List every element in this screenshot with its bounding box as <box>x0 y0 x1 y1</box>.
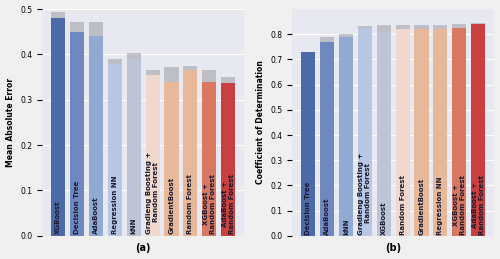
X-axis label: (a): (a) <box>136 243 151 254</box>
Text: AdaBoost +
Random Forest: AdaBoost + Random Forest <box>222 174 234 234</box>
Text: Gradieng Boosting +
Random Forest: Gradieng Boosting + Random Forest <box>146 151 159 234</box>
Text: kNN: kNN <box>131 217 137 234</box>
X-axis label: (b): (b) <box>385 243 402 254</box>
Y-axis label: Coefficient of Determination: Coefficient of Determination <box>256 61 264 184</box>
Bar <box>51 12 66 18</box>
Bar <box>164 82 178 236</box>
Y-axis label: Mean Absolute Error: Mean Absolute Error <box>6 78 15 167</box>
Bar <box>452 28 466 236</box>
Bar <box>452 24 466 28</box>
Text: Regression NN: Regression NN <box>112 175 118 234</box>
Text: XGBoost +
Random Forest: XGBoost + Random Forest <box>453 175 466 235</box>
Bar <box>434 29 448 236</box>
Text: Regression NN: Regression NN <box>438 176 444 235</box>
Bar <box>202 70 216 82</box>
Bar <box>126 54 141 59</box>
Bar <box>108 59 122 64</box>
Bar <box>221 83 235 236</box>
Bar <box>146 75 160 236</box>
Bar <box>414 29 428 236</box>
Bar <box>320 37 334 42</box>
Bar <box>414 25 428 29</box>
Bar <box>376 32 391 236</box>
Bar <box>184 66 198 70</box>
Text: Gradieng Boosting +
Random Forest: Gradieng Boosting + Random Forest <box>358 152 372 235</box>
Bar <box>51 18 66 236</box>
Bar <box>301 52 316 236</box>
Text: AdaBoost: AdaBoost <box>324 197 330 235</box>
Text: XGBoost: XGBoost <box>55 200 61 234</box>
Bar <box>184 70 198 236</box>
Bar <box>320 42 334 236</box>
Text: Decision Tree: Decision Tree <box>305 181 311 235</box>
Bar <box>396 29 409 236</box>
Bar <box>70 22 84 32</box>
Text: GradientBoost: GradientBoost <box>418 177 424 235</box>
Bar <box>164 67 178 82</box>
Text: Random Forest: Random Forest <box>188 174 194 234</box>
Bar <box>146 70 160 75</box>
Text: XGBoost: XGBoost <box>381 201 387 235</box>
Bar <box>202 82 216 236</box>
Bar <box>221 77 235 83</box>
Bar <box>471 24 485 236</box>
Text: GradientBoost: GradientBoost <box>168 176 174 234</box>
Text: XGBoost +
Random Forest: XGBoost + Random Forest <box>203 174 216 234</box>
Bar <box>358 29 372 236</box>
Bar <box>396 25 409 29</box>
Bar <box>108 64 122 236</box>
Text: AdaBoost +
Random Forest: AdaBoost + Random Forest <box>472 175 484 235</box>
Bar <box>339 34 353 37</box>
Text: Decision Tree: Decision Tree <box>74 180 80 234</box>
Text: Random Forest: Random Forest <box>400 175 406 235</box>
Bar <box>126 59 141 236</box>
Bar <box>358 26 372 29</box>
Bar <box>89 22 103 36</box>
Text: kNN: kNN <box>343 218 349 235</box>
Bar <box>471 23 485 24</box>
Bar <box>339 37 353 236</box>
Bar <box>70 32 84 236</box>
Bar <box>376 25 391 32</box>
Bar <box>434 25 448 29</box>
Text: AdaBoost: AdaBoost <box>93 196 99 234</box>
Bar <box>89 36 103 236</box>
